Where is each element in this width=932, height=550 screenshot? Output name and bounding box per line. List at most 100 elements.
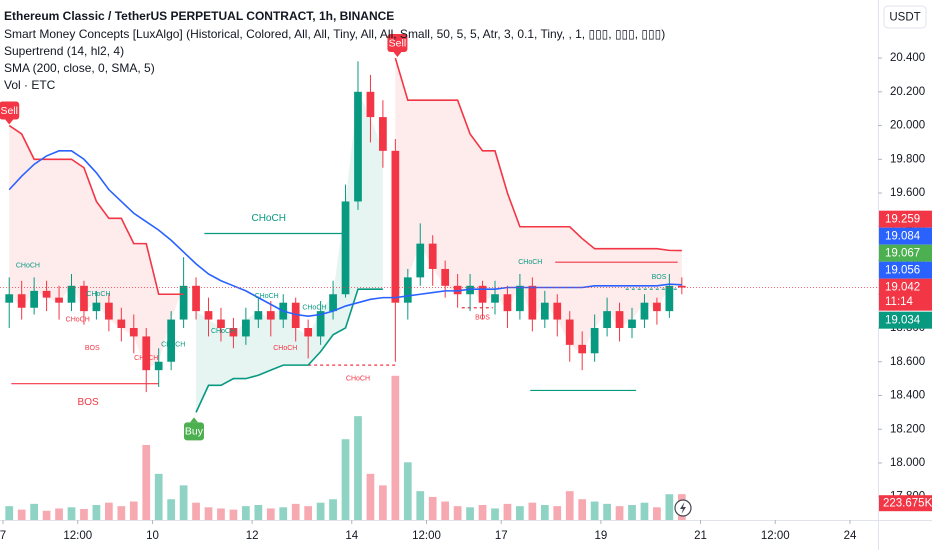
signal-pointer bbox=[5, 119, 14, 125]
price-badge-label: 19.084 bbox=[885, 231, 921, 243]
indicator-label: Supertrend (14, hl2, 4) bbox=[4, 44, 124, 58]
smc-label: BOS bbox=[85, 345, 100, 352]
candle-body bbox=[640, 302, 649, 320]
volume-bar bbox=[17, 509, 26, 520]
signal-label: Buy bbox=[185, 426, 204, 438]
volume-bar bbox=[229, 509, 238, 520]
volume-bar bbox=[316, 502, 325, 520]
volume-bar bbox=[129, 501, 138, 520]
candle-body bbox=[590, 327, 599, 354]
volume-bar bbox=[217, 508, 225, 520]
volume-bar bbox=[653, 507, 661, 520]
candle-body bbox=[179, 285, 188, 320]
candle-body bbox=[441, 268, 450, 286]
candle-body bbox=[354, 91, 362, 202]
volume-bar bbox=[665, 494, 674, 520]
trend-fill bbox=[9, 125, 184, 371]
volume-bar bbox=[354, 416, 362, 520]
volume-bar bbox=[279, 507, 288, 520]
y-tick-label: 20.000 bbox=[890, 120, 925, 132]
candle-body bbox=[329, 294, 337, 312]
smc-label: CHoCH bbox=[346, 375, 370, 382]
candle-body bbox=[55, 297, 63, 303]
candle-body bbox=[628, 319, 636, 328]
volume-bar bbox=[528, 502, 537, 520]
volume-bar bbox=[142, 445, 151, 520]
volume-bar bbox=[441, 501, 450, 520]
indicator-label: SMA (200, close, 0, SMA, 5) bbox=[4, 61, 155, 75]
plot-area: CHoCHBOSCHoCHCHoCHCHoCHBOSCHoCHCHoCHCHoC… bbox=[0, 34, 878, 520]
signal-label: Sell bbox=[389, 37, 407, 49]
x-tick-label: 10 bbox=[146, 530, 159, 542]
volume-bar bbox=[266, 508, 275, 520]
chart-title: Ethereum Classic / TetherUS PERPETUAL CO… bbox=[4, 9, 394, 23]
smc-label: CHoCH bbox=[211, 328, 235, 335]
indicator-line bbox=[8, 150, 682, 317]
volume-bar bbox=[590, 501, 599, 520]
volume-bar bbox=[503, 503, 512, 520]
volume-bar bbox=[565, 491, 574, 520]
indicator-label: Vol · ETC bbox=[4, 78, 56, 92]
volume-bar bbox=[329, 499, 337, 520]
countdown-label: 11:14 bbox=[885, 296, 914, 308]
smc-label: CHoCH bbox=[518, 259, 542, 266]
y-tick-label: 20.400 bbox=[890, 52, 925, 64]
smc-label: CHoCH bbox=[255, 293, 279, 300]
y-tick-label: 18.000 bbox=[890, 457, 925, 469]
smc-label: CHoCH bbox=[302, 305, 326, 312]
x-tick-label: 12:00 bbox=[761, 530, 790, 542]
candle-body bbox=[92, 302, 101, 312]
currency-label[interactable]: USDT bbox=[889, 12, 920, 24]
candle-body bbox=[154, 361, 163, 371]
volume-bar bbox=[603, 503, 611, 520]
indicator-line bbox=[8, 124, 184, 296]
volume-bar bbox=[379, 485, 387, 520]
lightning-bolt[interactable] bbox=[680, 502, 686, 514]
smc-label: BOS bbox=[652, 274, 667, 281]
volume-bar bbox=[291, 503, 300, 520]
candle-body bbox=[366, 91, 375, 118]
volume-bar bbox=[428, 496, 437, 520]
volume-bar bbox=[242, 506, 250, 520]
candle-body bbox=[142, 336, 151, 371]
candle-body bbox=[5, 294, 14, 303]
price-badge-label: 19.067 bbox=[885, 248, 920, 260]
price-badge bbox=[879, 227, 932, 245]
volume-bar bbox=[615, 506, 624, 520]
lightning-icon[interactable] bbox=[674, 499, 692, 517]
price-badge-label: 19.259 bbox=[885, 214, 920, 226]
currency-button[interactable] bbox=[883, 5, 927, 29]
candle-body bbox=[428, 243, 437, 269]
volume-bar bbox=[453, 506, 462, 520]
smc-label: CHoCH bbox=[16, 262, 40, 269]
trend-fill bbox=[395, 58, 682, 354]
candle-body bbox=[665, 285, 674, 312]
x-tick-label: 7 bbox=[0, 530, 6, 542]
price-badge bbox=[879, 244, 932, 262]
candle-body bbox=[192, 285, 200, 312]
candle-body bbox=[17, 294, 26, 308]
volume-bar bbox=[192, 502, 200, 520]
indicator-line bbox=[394, 57, 682, 252]
volume-bar bbox=[179, 485, 188, 520]
volume-bar bbox=[540, 505, 549, 520]
candle-body bbox=[30, 290, 38, 308]
indicator-label: Smart Money Concepts [LuxAlgo] (Historic… bbox=[4, 27, 665, 41]
price-badge bbox=[879, 278, 932, 311]
candle-body bbox=[242, 319, 250, 337]
candle-body bbox=[478, 285, 487, 303]
candle-body bbox=[553, 302, 562, 320]
candle-body bbox=[503, 294, 512, 312]
candle-body bbox=[105, 302, 113, 320]
candle-body bbox=[653, 302, 661, 312]
price-badge-label: 19.056 bbox=[885, 265, 920, 277]
volume-badge-label: 223.675K bbox=[883, 498, 932, 510]
volume-bar bbox=[117, 506, 126, 520]
x-tick-label: 12:00 bbox=[63, 530, 92, 542]
y-tick-label: 18.200 bbox=[890, 423, 925, 435]
candle-body bbox=[677, 285, 686, 288]
candle-body bbox=[204, 311, 213, 320]
candle-body bbox=[453, 285, 462, 295]
price-badge bbox=[879, 210, 932, 228]
volume-bar bbox=[254, 505, 263, 520]
